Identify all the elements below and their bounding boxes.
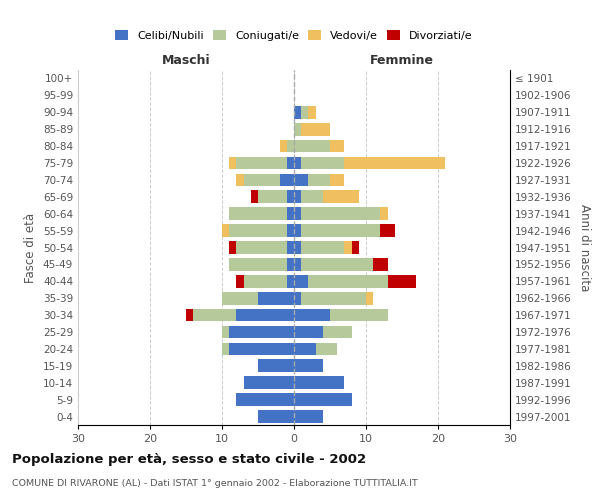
Bar bbox=[280, 140, 287, 152]
Bar bbox=[308, 106, 316, 118]
Bar bbox=[229, 258, 287, 270]
Bar bbox=[244, 174, 280, 186]
Bar bbox=[236, 275, 244, 287]
Bar bbox=[294, 258, 301, 270]
Text: Maschi: Maschi bbox=[161, 54, 211, 68]
Bar bbox=[222, 342, 229, 355]
Bar bbox=[294, 190, 301, 203]
Bar bbox=[236, 156, 287, 170]
Bar bbox=[294, 140, 330, 152]
Bar bbox=[380, 224, 395, 237]
Bar bbox=[308, 174, 330, 186]
Bar bbox=[236, 394, 294, 406]
Text: COMUNE DI RIVARONE (AL) - Dati ISTAT 1° gennaio 2002 - Elaborazione TUTTITALIA.I: COMUNE DI RIVARONE (AL) - Dati ISTAT 1° … bbox=[12, 479, 418, 488]
Bar bbox=[294, 360, 323, 372]
Bar bbox=[294, 224, 301, 237]
Bar bbox=[294, 292, 301, 304]
Bar bbox=[229, 224, 287, 237]
Bar bbox=[294, 376, 344, 389]
Bar bbox=[193, 309, 236, 322]
Bar bbox=[222, 224, 229, 237]
Text: Femmine: Femmine bbox=[370, 54, 434, 68]
Bar bbox=[287, 208, 294, 220]
Bar bbox=[258, 360, 294, 372]
Bar bbox=[229, 342, 294, 355]
Bar bbox=[330, 174, 344, 186]
Bar bbox=[287, 241, 294, 254]
Bar bbox=[287, 275, 294, 287]
Bar bbox=[287, 190, 294, 203]
Bar bbox=[352, 241, 359, 254]
Bar bbox=[344, 241, 352, 254]
Bar bbox=[294, 208, 301, 220]
Bar bbox=[287, 156, 294, 170]
Bar bbox=[222, 326, 229, 338]
Bar bbox=[294, 241, 301, 254]
Bar bbox=[229, 156, 236, 170]
Bar bbox=[244, 376, 294, 389]
Bar bbox=[236, 309, 294, 322]
Bar bbox=[294, 275, 308, 287]
Bar bbox=[236, 174, 244, 186]
Bar bbox=[301, 106, 308, 118]
Bar bbox=[294, 106, 301, 118]
Bar bbox=[344, 156, 445, 170]
Bar bbox=[229, 241, 236, 254]
Bar bbox=[222, 292, 258, 304]
Bar bbox=[294, 410, 323, 423]
Bar bbox=[301, 224, 380, 237]
Y-axis label: Anni di nascita: Anni di nascita bbox=[578, 204, 591, 291]
Y-axis label: Fasce di età: Fasce di età bbox=[25, 212, 37, 282]
Bar bbox=[301, 190, 323, 203]
Bar bbox=[244, 275, 287, 287]
Legend: Celibi/Nubili, Coniugati/e, Vedovi/e, Divorziati/e: Celibi/Nubili, Coniugati/e, Vedovi/e, Di… bbox=[111, 26, 477, 46]
Bar bbox=[308, 275, 388, 287]
Bar bbox=[294, 394, 352, 406]
Bar bbox=[301, 156, 344, 170]
Bar bbox=[251, 190, 258, 203]
Bar bbox=[294, 309, 330, 322]
Bar bbox=[294, 174, 308, 186]
Bar bbox=[301, 208, 380, 220]
Bar bbox=[366, 292, 373, 304]
Bar bbox=[287, 224, 294, 237]
Bar bbox=[323, 326, 352, 338]
Bar bbox=[236, 241, 287, 254]
Bar bbox=[301, 258, 373, 270]
Bar bbox=[388, 275, 416, 287]
Bar bbox=[330, 309, 388, 322]
Bar bbox=[316, 342, 337, 355]
Bar bbox=[380, 208, 388, 220]
Bar bbox=[287, 258, 294, 270]
Bar bbox=[229, 208, 287, 220]
Text: Popolazione per età, sesso e stato civile - 2002: Popolazione per età, sesso e stato civil… bbox=[12, 452, 366, 466]
Bar bbox=[294, 342, 316, 355]
Bar bbox=[294, 326, 323, 338]
Bar bbox=[373, 258, 388, 270]
Bar bbox=[258, 190, 287, 203]
Bar bbox=[258, 292, 294, 304]
Bar bbox=[330, 140, 344, 152]
Bar bbox=[301, 241, 344, 254]
Bar bbox=[186, 309, 193, 322]
Bar bbox=[258, 410, 294, 423]
Bar bbox=[287, 140, 294, 152]
Bar bbox=[294, 123, 301, 136]
Bar bbox=[294, 156, 301, 170]
Bar bbox=[301, 292, 366, 304]
Bar bbox=[280, 174, 294, 186]
Bar bbox=[301, 123, 330, 136]
Bar bbox=[323, 190, 359, 203]
Bar bbox=[229, 326, 294, 338]
